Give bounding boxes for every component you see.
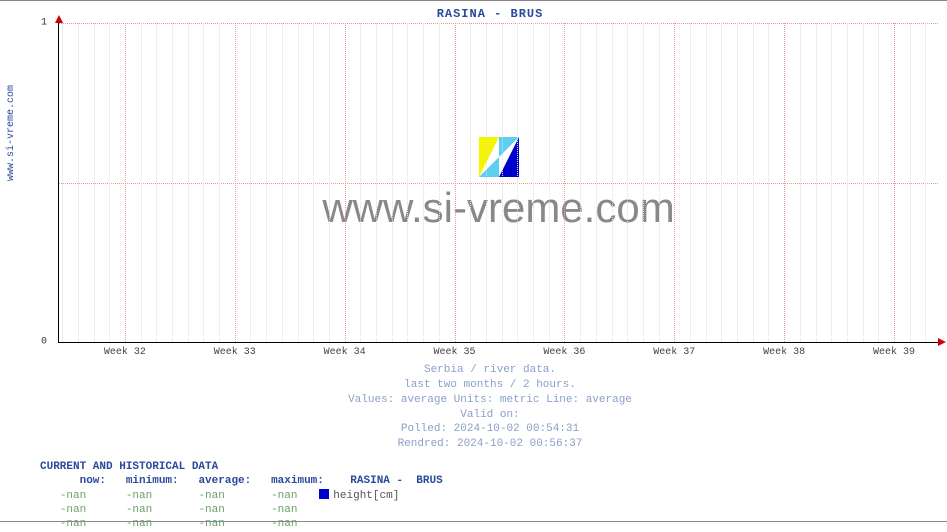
meta-line: last two months / 2 hours. xyxy=(40,378,940,393)
table-row: -nan -nan -nan -nan height[cm] xyxy=(40,489,940,503)
x-tick-label: Week 39 xyxy=(873,347,915,358)
table-row: -nan -nan -nan -nan xyxy=(40,517,940,531)
meta-line: Valid on: xyxy=(40,408,940,423)
y-tick-label: 0 xyxy=(41,337,47,348)
meta-line: Serbia / river data. xyxy=(40,363,940,378)
data-table-header-row: now: minimum: average: maximum: RASINA -… xyxy=(40,474,940,488)
table-row: -nan -nan -nan -nan xyxy=(40,503,940,517)
x-tick-label: Week 33 xyxy=(214,347,256,358)
meta-line: Polled: 2024-10-02 00:54:31 xyxy=(40,422,940,437)
meta-line: Rendred: 2024-10-02 00:56:37 xyxy=(40,437,940,452)
watermark-logo xyxy=(479,137,519,177)
x-tick-label: Week 34 xyxy=(324,347,366,358)
x-tick-label: Week 36 xyxy=(543,347,585,358)
chart-meta: Serbia / river data. last two months / 2… xyxy=(40,363,940,452)
y-tick-label: 1 xyxy=(41,18,47,29)
legend-color-icon xyxy=(319,489,329,499)
chart-title: RASINA - BRUS xyxy=(40,7,940,21)
data-table-title: CURRENT AND HISTORICAL DATA xyxy=(40,460,940,474)
x-tick-label: Week 37 xyxy=(653,347,695,358)
x-tick-label: Week 35 xyxy=(434,347,476,358)
meta-line: Values: average Units: metric Line: aver… xyxy=(40,393,940,408)
outer-y-label: www.si-vreme.com xyxy=(6,85,17,181)
series-label: height[cm] xyxy=(333,490,399,502)
data-table: CURRENT AND HISTORICAL DATA now: minimum… xyxy=(40,460,940,531)
x-tick-label: Week 32 xyxy=(104,347,146,358)
chart-container: RASINA - BRUS www.si-vreme.com 01Week 32… xyxy=(40,7,940,532)
x-tick-label: Week 38 xyxy=(763,347,805,358)
chart-plot-area: www.si-vreme.com 01Week 32Week 33Week 34… xyxy=(58,23,938,343)
